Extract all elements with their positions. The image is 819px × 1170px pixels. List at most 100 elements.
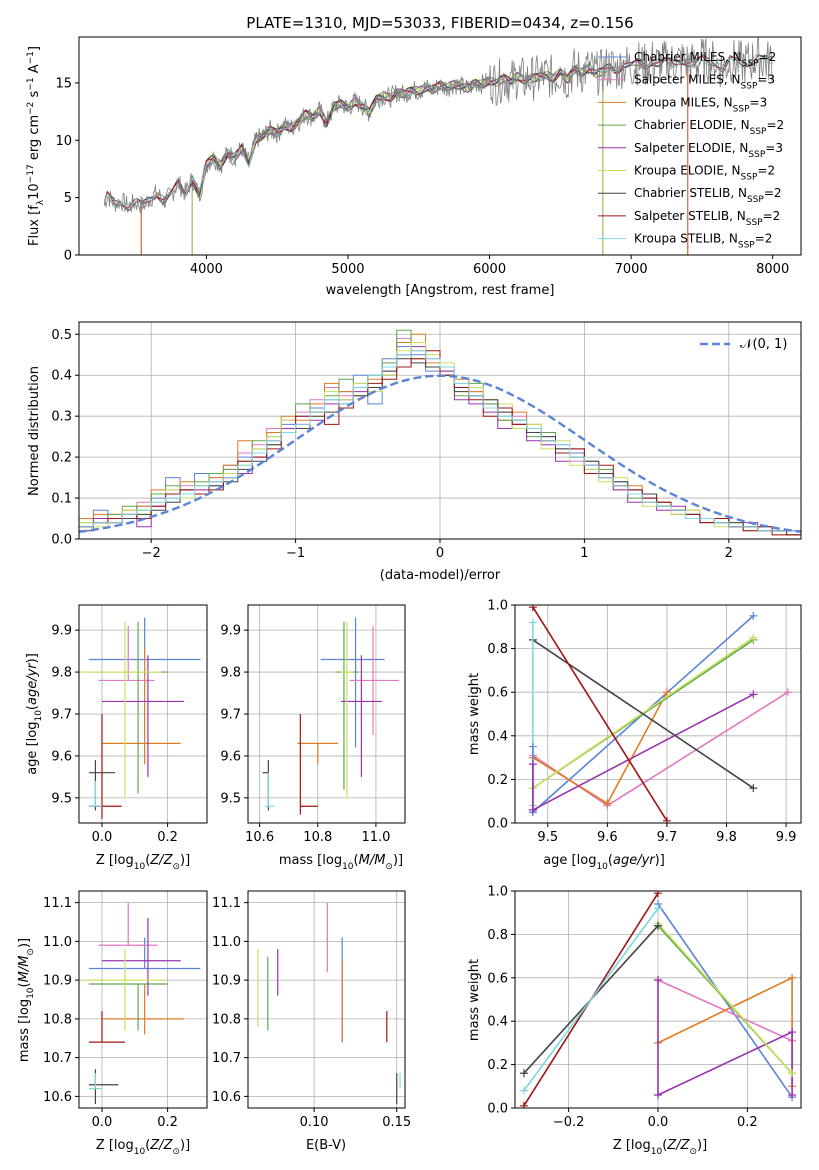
frame: 4000 5000 6000 7000 8000 0 5 10 15 bbox=[55, 36, 802, 277]
y-tick-label: 11.0 bbox=[43, 935, 72, 950]
plot-area bbox=[528, 605, 792, 823]
y-tick-label: 10.8 bbox=[212, 1012, 241, 1027]
legend: Chabrier MILES, NSSP=2 Salpeter MILES, NS… bbox=[598, 50, 784, 251]
y-tick-label: 0.0 bbox=[487, 817, 508, 832]
legend-label: Chabrier MILES, NSSP=2 bbox=[634, 50, 776, 69]
y-axis-label: Normed distribution bbox=[27, 366, 42, 496]
x-tick-label: 9.7 bbox=[657, 830, 678, 845]
x-tick-label: 9.9 bbox=[776, 830, 797, 845]
y-tick-label: 10.9 bbox=[43, 974, 72, 989]
weight-marker bbox=[662, 816, 671, 823]
y-tick-label: 10 bbox=[55, 134, 72, 149]
y-tick-label: 11.1 bbox=[43, 896, 72, 911]
axes-frame bbox=[247, 890, 406, 1109]
y-axis-label: mass [log10(M/M⊙)] bbox=[17, 938, 36, 1062]
y-tick-label: 0.0 bbox=[51, 533, 72, 548]
y-tick-label: 10.7 bbox=[43, 1051, 72, 1066]
x-axis-label: age [log10(age/yr)] bbox=[543, 853, 665, 872]
data-spectrum-line bbox=[104, 37, 773, 214]
weight-line bbox=[657, 922, 793, 1074]
x-tick-label: 0.2 bbox=[737, 1115, 758, 1130]
weight-marker bbox=[528, 742, 537, 751]
y-tick-label: 0.4 bbox=[487, 729, 508, 744]
weight-marker bbox=[749, 784, 758, 793]
y-tick-label: 0.8 bbox=[487, 928, 508, 943]
x-tick-label: 7000 bbox=[615, 262, 648, 277]
plot-area bbox=[82, 902, 201, 1105]
frame: 0.0 0.2 10.6 10.7 10.8 10.9 11.0 11.1 bbox=[43, 890, 208, 1130]
y-tick-label: 0.4 bbox=[487, 1015, 508, 1030]
weight-vs-z-axes: −0.2 0.0 0.2 0.0 0.2 0.4 0.6 0.8 1.0 bbox=[487, 885, 802, 1130]
x-tick-label: 9.6 bbox=[597, 830, 618, 845]
y-tick-label: 0.8 bbox=[487, 642, 508, 657]
legend-label: Salpeter ELODIE, NSSP=3 bbox=[634, 141, 783, 160]
weight-marker bbox=[749, 633, 758, 642]
x-axis-label: E(B-V) bbox=[306, 1138, 346, 1153]
y-tick-label: 0.3 bbox=[51, 410, 72, 425]
x-tick-label: 1 bbox=[580, 546, 588, 561]
y-tick-label: 9.8 bbox=[220, 666, 241, 681]
residual-axes: −2 −1 0 1 2 0.0 0.1 0.2 0.3 0.4 0.5 bbox=[51, 321, 802, 561]
plot-area bbox=[82, 617, 201, 819]
weight-marker bbox=[788, 1069, 797, 1078]
weight-line bbox=[532, 693, 754, 811]
x-axis-label: mass [log10(M/M⊙)] bbox=[279, 853, 403, 872]
weight-marker bbox=[654, 1090, 662, 1099]
y-tick-label: 10.6 bbox=[43, 1090, 72, 1105]
legend-label: 𝒩(0, 1) bbox=[740, 337, 787, 352]
legend-label: Kroupa STELIB, NSSP=2 bbox=[634, 232, 772, 251]
plot-area bbox=[79, 329, 801, 536]
mass-vs-z-axes: 0.0 0.2 10.6 10.7 10.8 10.9 11.0 11.1 bbox=[43, 890, 208, 1130]
weight-marker bbox=[662, 688, 671, 697]
y-axis-label: age [log10(age/yr)] bbox=[25, 653, 44, 775]
y-tick-label: 11.1 bbox=[212, 896, 241, 911]
x-tick-label: 0.10 bbox=[300, 1115, 329, 1130]
spectrum-axes: 4000 5000 6000 7000 8000 0 5 10 15 bbox=[55, 36, 802, 277]
y-tick-label: 9.6 bbox=[51, 749, 72, 764]
weight-marker bbox=[528, 760, 537, 769]
y-tick-label: 9.5 bbox=[220, 791, 241, 806]
x-tick-label: 8000 bbox=[756, 262, 789, 277]
y-tick-label: 10.9 bbox=[212, 974, 241, 989]
x-tick-label: 0.0 bbox=[92, 830, 113, 845]
x-tick-label: 4000 bbox=[190, 262, 223, 277]
y-tick-label: 9.5 bbox=[51, 791, 72, 806]
weight-marker bbox=[528, 805, 537, 814]
weight-line bbox=[657, 980, 793, 1097]
weight-line bbox=[532, 637, 754, 789]
weight-marker bbox=[528, 618, 537, 627]
legend-label: Salpeter STELIB, NSSP=2 bbox=[634, 209, 780, 228]
plot-area bbox=[262, 617, 400, 815]
weight-line bbox=[532, 691, 668, 805]
frame: 9.5 9.6 9.7 9.8 9.9 0.0 0.2 0.4 0.6 0.8 1.0 bbox=[487, 599, 802, 845]
y-tick-label: 10.7 bbox=[212, 1051, 241, 1066]
x-axis-label: Z [log10(Z/Z⊙)] bbox=[613, 1138, 707, 1157]
x-axis-label: (data-model)/error bbox=[380, 568, 501, 583]
weight-marker bbox=[654, 891, 662, 898]
y-tick-label: 0.1 bbox=[51, 492, 72, 507]
x-tick-label: 0.0 bbox=[648, 1115, 669, 1130]
x-tick-label: 10.6 bbox=[245, 830, 274, 845]
y-tick-label: 0.6 bbox=[487, 686, 508, 701]
axes-frame bbox=[78, 36, 802, 256]
weight-marker bbox=[783, 688, 792, 697]
weight-line bbox=[523, 907, 659, 1092]
x-tick-label: −1 bbox=[286, 546, 305, 561]
plot-area bbox=[519, 891, 797, 1108]
x-tick-label: −2 bbox=[142, 546, 161, 561]
x-tick-label: 6000 bbox=[473, 262, 506, 277]
frame: −0.2 0.0 0.2 0.0 0.2 0.4 0.6 0.8 1.0 bbox=[487, 885, 802, 1130]
y-tick-label: 9.7 bbox=[51, 708, 72, 723]
y-tick-label: 11.0 bbox=[212, 935, 241, 950]
weight-marker bbox=[788, 1090, 797, 1099]
y-tick-label: 9.9 bbox=[220, 624, 241, 639]
age-vs-mass-axes: 10.6 10.8 11.0 9.5 9.6 9.7 9.8 9.9 bbox=[220, 604, 406, 845]
histogram-step bbox=[79, 350, 801, 532]
weight-marker bbox=[749, 611, 758, 620]
axes-frame bbox=[78, 890, 208, 1109]
y-tick-label: 9.9 bbox=[51, 624, 72, 639]
y-tick-label: 0.4 bbox=[51, 369, 72, 384]
y-tick-label: 9.6 bbox=[220, 749, 241, 764]
x-tick-label: 5000 bbox=[331, 262, 364, 277]
